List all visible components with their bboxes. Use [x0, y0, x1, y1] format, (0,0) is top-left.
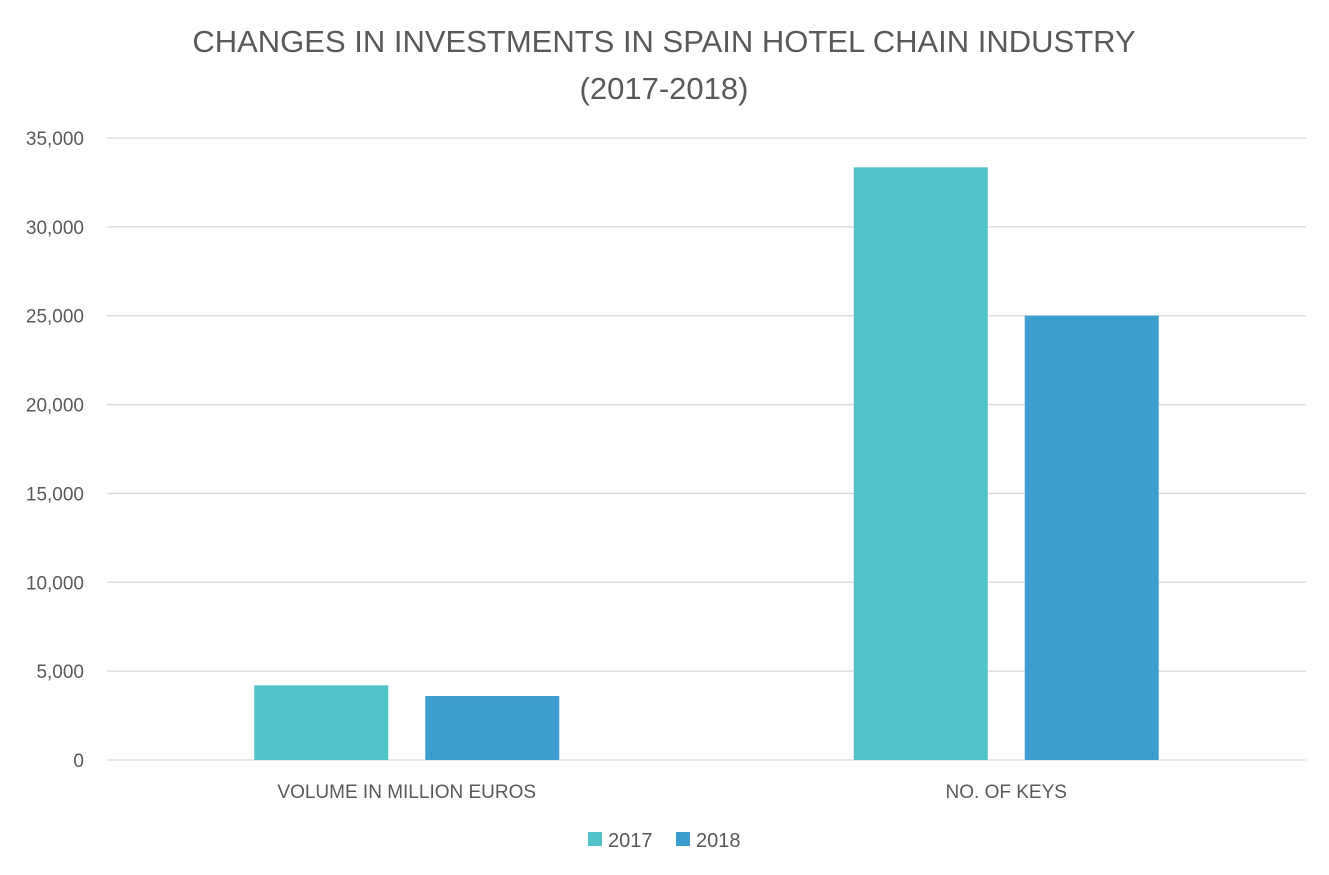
chart-title-line-2: (2017-2018) [580, 71, 749, 106]
y-tick-label: 25,000 [26, 307, 84, 328]
legend-swatch-2017 [588, 832, 602, 846]
y-tick-label: 20,000 [26, 396, 84, 417]
bar-2017-keys [853, 167, 988, 760]
bar-2017-volume [254, 685, 389, 760]
legend-label-2017: 2017 [608, 830, 653, 852]
legend-swatch-2018 [676, 832, 690, 846]
y-axis-tick-labels: 0 5,000 10,000 15,000 20,000 25,000 30,000 35,0… [26, 129, 84, 772]
y-tick-label: 5,000 [36, 662, 84, 683]
gridlines [107, 137, 1306, 761]
y-tick-label: 0 [73, 751, 84, 772]
chart-title: CHANGES IN INVESTMENTS IN SPAIN HOTEL CH… [192, 24, 1135, 106]
bars [254, 167, 1159, 760]
legend-label-2018: 2018 [696, 830, 741, 852]
bar-2018-volume [425, 696, 560, 760]
y-tick-label: 30,000 [26, 218, 84, 239]
chart-title-line-1: CHANGES IN INVESTMENTS IN SPAIN HOTEL CH… [192, 24, 1135, 59]
bar-2018-keys [1024, 315, 1159, 760]
x-category-label: NO. OF KEYS [946, 782, 1067, 803]
y-tick-label: 35,000 [26, 129, 84, 150]
legend: 2017 2018 [588, 830, 741, 852]
x-axis-category-labels: VOLUME IN MILLION EUROS NO. OF KEYS [277, 782, 1067, 803]
y-tick-label: 10,000 [26, 573, 84, 594]
y-tick-label: 15,000 [26, 484, 84, 505]
x-category-label: VOLUME IN MILLION EUROS [277, 782, 536, 803]
